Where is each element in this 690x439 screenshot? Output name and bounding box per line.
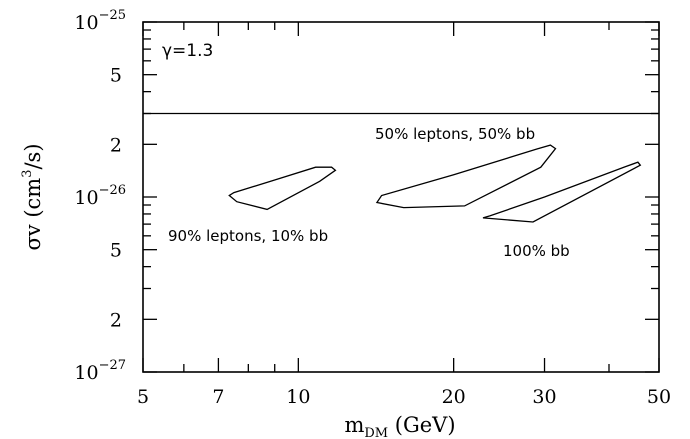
x-tick-labels: 5 7 10 20 30 50 [137, 386, 671, 408]
x-axis-title-unit: (GeV) [388, 413, 455, 437]
y-tick-label: 10−27 [74, 358, 126, 384]
x-axis-title-sub: DM [364, 426, 388, 439]
y-tick-label: 2 [110, 309, 122, 331]
contour-100-bb [482, 161, 642, 223]
y-tick-label: 5 [110, 65, 122, 87]
y-axis-title: σv (cm3/s) [20, 143, 45, 250]
x-tick-label: 30 [532, 386, 556, 408]
y-minor-ticks [143, 29, 659, 290]
contour-50-leptons [375, 144, 557, 209]
y-tick-exponent: −26 [99, 183, 126, 198]
gamma-annotation: γ=1.3 [162, 41, 213, 61]
x-tick-label: 7 [212, 386, 224, 408]
y-tick-mantissa: 10 [74, 187, 98, 209]
x-axis-title: mDM (GeV) [344, 413, 455, 439]
y-tick-mantissa: 10 [74, 12, 98, 34]
y-tick-label: 2 [110, 134, 122, 156]
x-tick-label: 5 [137, 386, 149, 408]
contour-90-leptons [228, 166, 337, 211]
y-axis-title-exp: 3 [20, 170, 35, 178]
y-axis-title-post: /s) [21, 143, 45, 169]
y-tick-exponent: −27 [99, 358, 126, 373]
x-tick-label: 50 [647, 386, 671, 408]
x-axis-title-main: m [344, 413, 364, 437]
series-group [228, 144, 642, 223]
y-tick-label: 5 [110, 240, 122, 262]
y-tick-label: 10−26 [74, 183, 126, 209]
series-label-50-leptons: 50% leptons, 50% bb [375, 125, 535, 143]
series-label-100-bb: 100% bb [503, 242, 570, 260]
x-tick-label: 20 [442, 386, 466, 408]
series-label-90-leptons: 90% leptons, 10% bb [168, 227, 328, 245]
y-tick-exponent: −25 [99, 8, 126, 23]
y-axis-title-pre: σv (cm [21, 178, 45, 251]
y-tick-mantissa: 10 [74, 362, 98, 384]
x-minor-ticks [183, 22, 610, 372]
plot-frame [142, 21, 660, 373]
y-tick-label: 10−25 [74, 8, 126, 34]
x-tick-label: 10 [286, 386, 310, 408]
